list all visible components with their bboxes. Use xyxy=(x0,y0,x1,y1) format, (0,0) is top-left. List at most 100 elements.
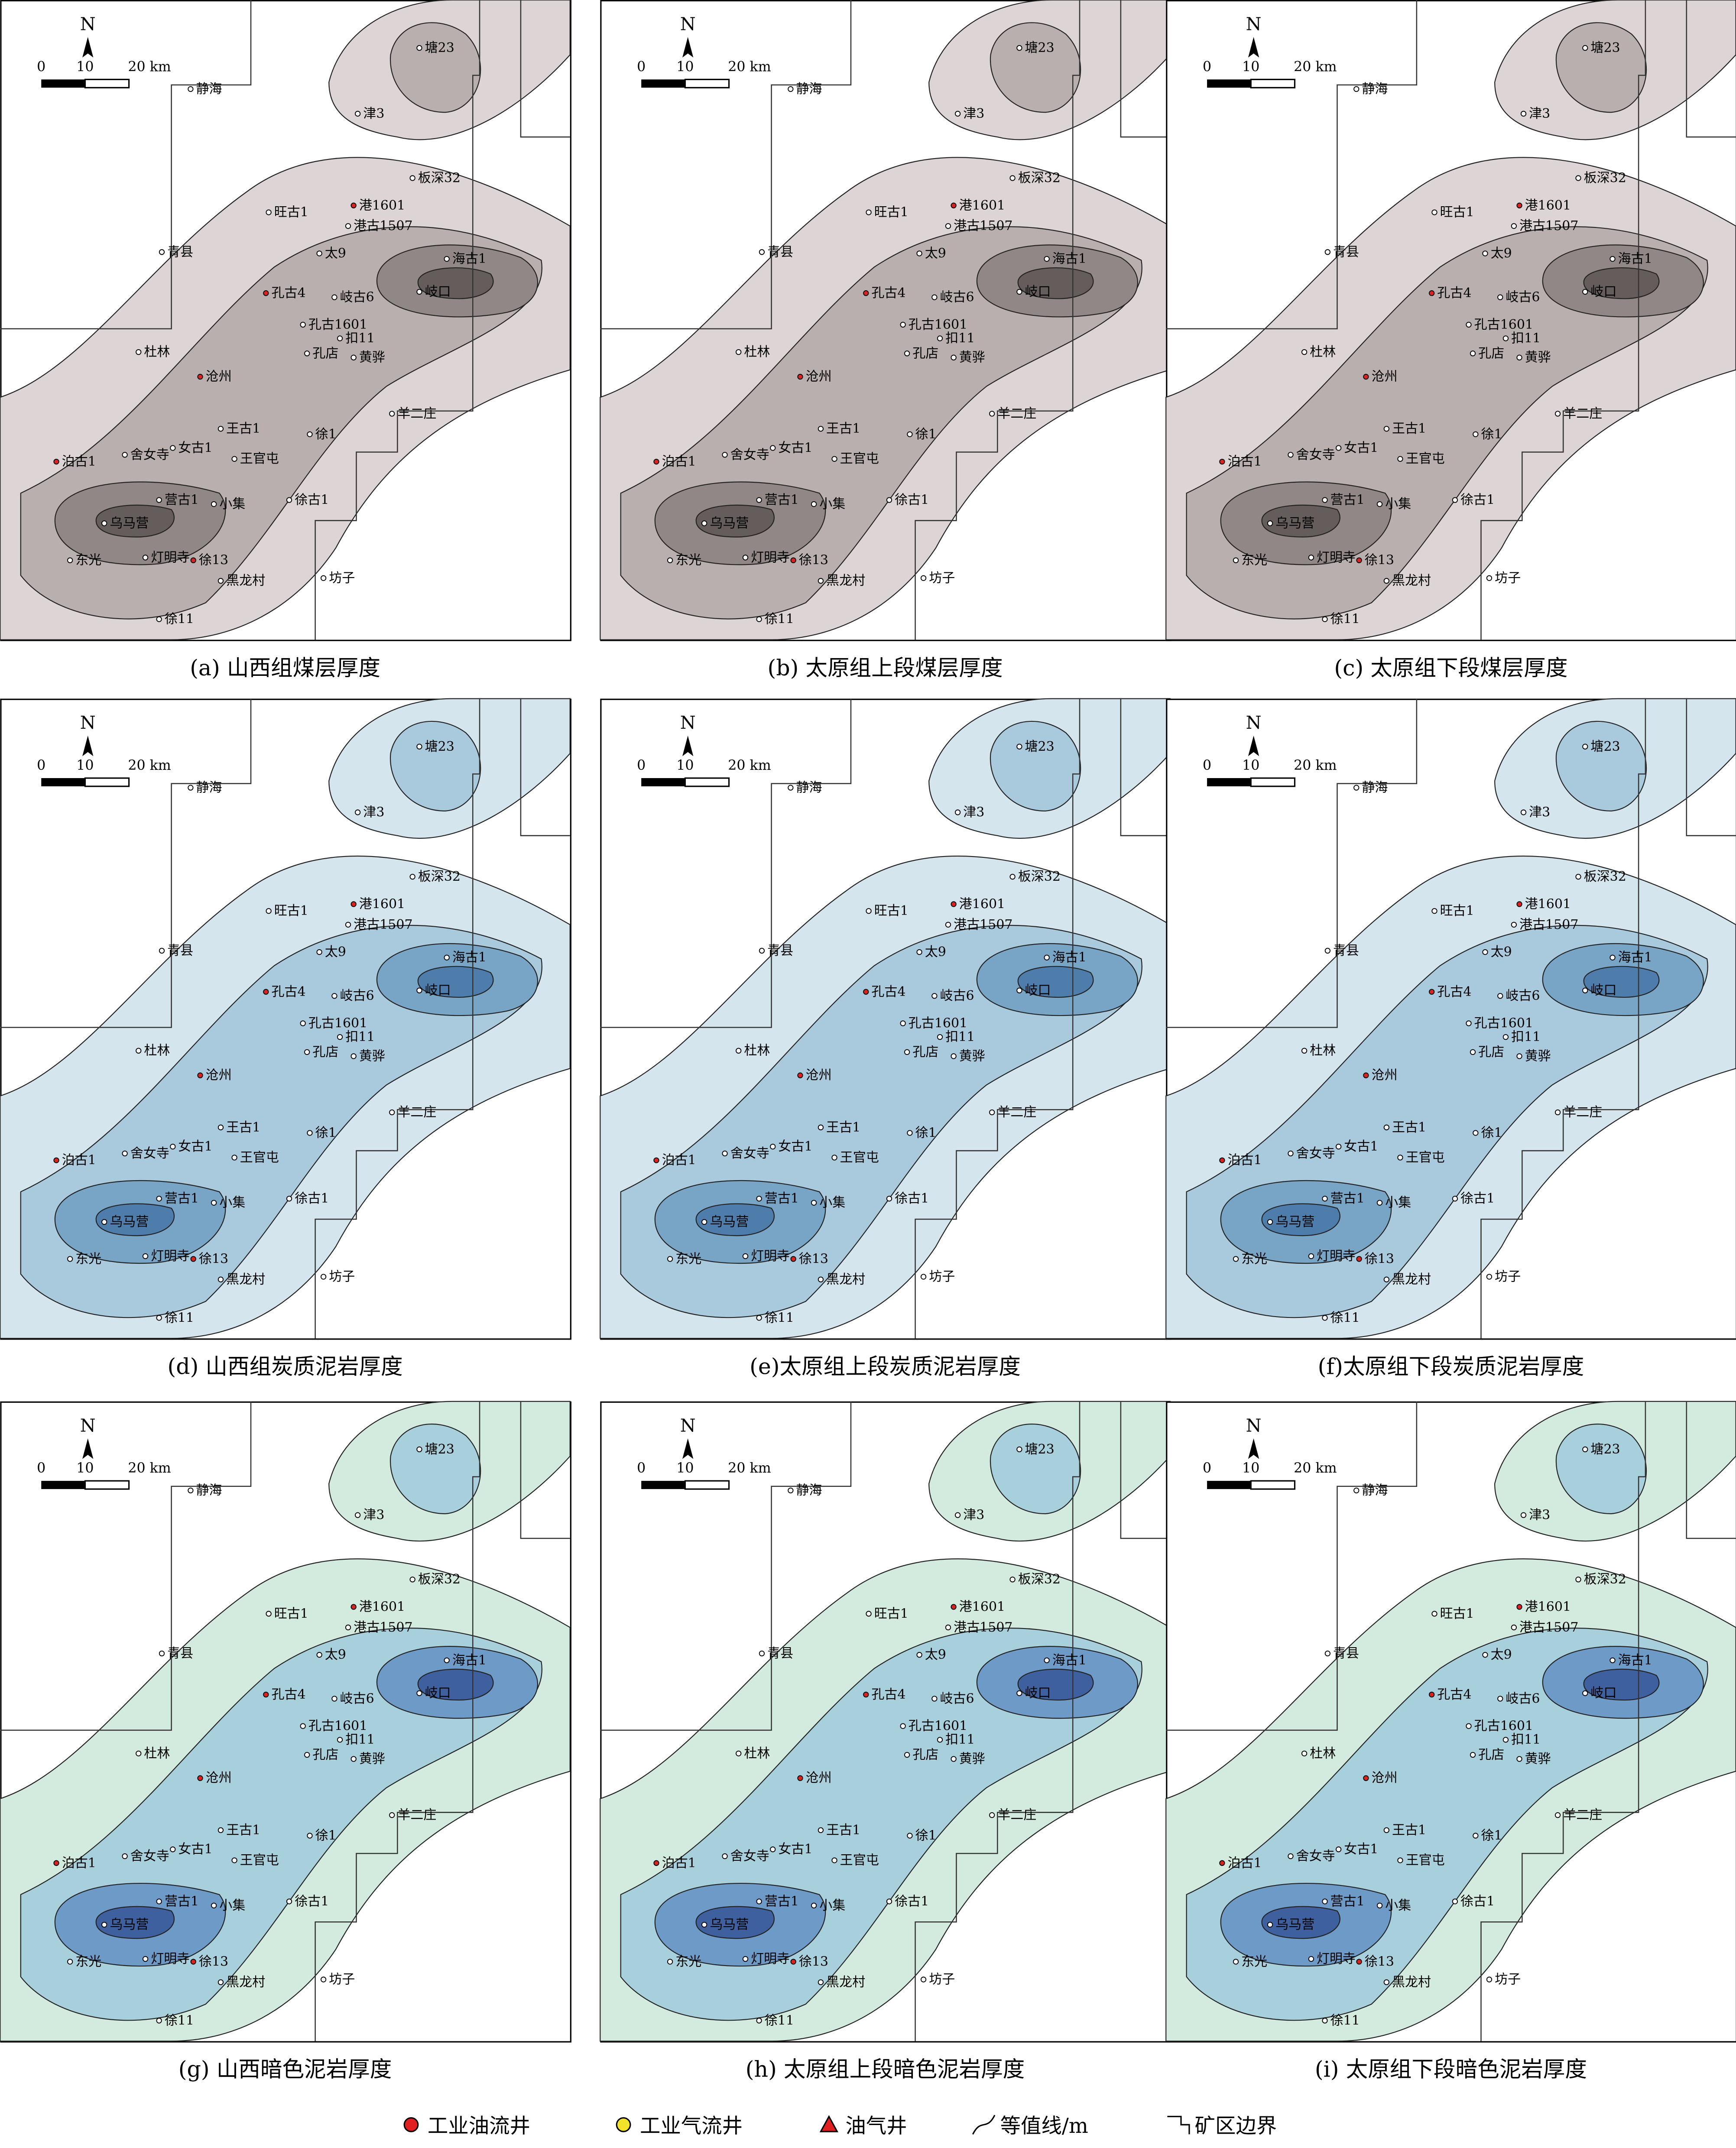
well-marker xyxy=(1267,520,1273,526)
scale-bar xyxy=(41,1481,85,1489)
place-label: 杜林 xyxy=(744,1043,770,1058)
place-label: 灯明寺 xyxy=(151,1249,190,1264)
place-label: 王官屯 xyxy=(1406,1853,1445,1868)
place-label: 杜林 xyxy=(144,344,170,360)
scale-bar xyxy=(1250,777,1296,787)
well-marker xyxy=(788,1487,794,1493)
well-marker xyxy=(1044,1657,1050,1663)
panel-caption: (f)太原组下段炭质泥岩厚度 xyxy=(1318,1353,1584,1379)
place-label: 沧州 xyxy=(206,1771,232,1786)
place-label: 孔店 xyxy=(1478,1045,1504,1060)
place-label: 塘23 xyxy=(425,1442,454,1457)
scale-label: 10 xyxy=(1242,1460,1259,1476)
contour-area xyxy=(95,1203,175,1236)
well-marker xyxy=(217,426,224,432)
well-marker xyxy=(389,1109,395,1116)
well-marker xyxy=(1376,1200,1383,1206)
contour-area xyxy=(1583,1668,1660,1701)
place-label: 黄骅 xyxy=(959,350,985,365)
place-label: 徐11 xyxy=(165,612,194,627)
place-label: 孔古1601 xyxy=(1474,1719,1533,1734)
place-label: 旺古1 xyxy=(274,1606,308,1621)
place-label: 太9 xyxy=(1491,944,1512,960)
well-marker xyxy=(355,110,361,117)
place-label: 孔古4 xyxy=(1437,1687,1471,1702)
well-marker xyxy=(1609,954,1616,960)
well-marker xyxy=(1383,1276,1389,1282)
well-marker xyxy=(722,1150,728,1157)
well-marker xyxy=(1044,954,1050,960)
place-label: 王古1 xyxy=(826,421,860,436)
place-label: 港1601 xyxy=(359,198,405,213)
north-arrow xyxy=(1248,735,1259,756)
well-marker xyxy=(217,578,224,584)
place-label: 岐口 xyxy=(1590,284,1616,299)
well-marker xyxy=(1356,1959,1362,1965)
contour-area xyxy=(695,504,775,538)
well-marker xyxy=(307,1833,313,1839)
well-marker xyxy=(1473,1130,1479,1136)
well-marker xyxy=(1288,1853,1294,1859)
place-label: 小集 xyxy=(219,1898,245,1913)
well-marker xyxy=(1376,1902,1383,1908)
well-marker xyxy=(818,1124,824,1130)
place-label: 泊古1 xyxy=(662,1153,696,1168)
well-marker xyxy=(951,354,957,360)
well-marker xyxy=(831,456,837,462)
scale-bar xyxy=(1250,1480,1296,1490)
place-label: 王官屯 xyxy=(240,1150,279,1165)
well-marker xyxy=(989,1812,995,1818)
contour-area xyxy=(95,504,175,538)
legend-symbol xyxy=(403,2117,419,2132)
well-marker xyxy=(1016,45,1022,51)
well-marker xyxy=(770,1846,776,1853)
place-label: 徐1 xyxy=(915,1125,937,1140)
place-label: 灯明寺 xyxy=(151,1951,190,1966)
well-marker xyxy=(904,1752,910,1758)
well-marker xyxy=(1383,578,1389,584)
place-label: 徐古1 xyxy=(295,1191,329,1206)
scale-bar xyxy=(84,1480,130,1490)
well-marker xyxy=(1516,354,1522,360)
panel-caption: (d) 山西组炭质泥岩厚度 xyxy=(168,1353,403,1379)
place-label: 岐古6 xyxy=(340,1691,374,1706)
place-label: 羊二庄 xyxy=(997,406,1036,421)
well-marker xyxy=(1353,86,1360,92)
well-marker xyxy=(653,1860,659,1866)
well-marker xyxy=(337,1034,343,1040)
well-marker xyxy=(1324,1650,1330,1657)
place-label: 徐13 xyxy=(1365,553,1394,568)
place-label: 津3 xyxy=(363,1508,384,1523)
well-marker xyxy=(170,445,176,451)
place-label: 黄骅 xyxy=(959,1048,985,1064)
place-label: 港1601 xyxy=(359,1600,405,1615)
well-marker xyxy=(1486,1274,1493,1280)
place-label: 徐1 xyxy=(315,427,337,442)
place-label: 徐13 xyxy=(199,1954,228,1969)
place-label: 小集 xyxy=(219,1195,245,1210)
place-label: 扣11 xyxy=(1511,331,1541,346)
place-label: 板深32 xyxy=(418,1572,461,1587)
scale-bar xyxy=(1207,79,1251,88)
contour-area xyxy=(1261,1203,1340,1236)
well-marker xyxy=(989,1109,995,1116)
contour-area xyxy=(389,720,481,812)
well-marker xyxy=(931,993,938,999)
well-marker xyxy=(217,1827,224,1833)
well-marker xyxy=(53,1157,59,1163)
panel-caption: (i) 太原组下段暗色泥岩厚度 xyxy=(1315,2057,1587,2082)
well-marker xyxy=(667,1256,673,1262)
well-marker xyxy=(907,1130,913,1136)
north-label: N xyxy=(80,1415,96,1436)
place-label: 杜林 xyxy=(744,1746,770,1761)
north-arrow xyxy=(682,37,694,58)
place-label: 女古1 xyxy=(778,440,812,455)
well-marker xyxy=(337,335,343,341)
well-marker xyxy=(1016,743,1022,750)
place-label: 港古1507 xyxy=(1519,917,1578,932)
place-label: 板深32 xyxy=(418,171,461,186)
well-marker xyxy=(1267,1921,1273,1928)
scale-bar xyxy=(684,777,730,787)
north-arrow xyxy=(1248,1438,1259,1459)
